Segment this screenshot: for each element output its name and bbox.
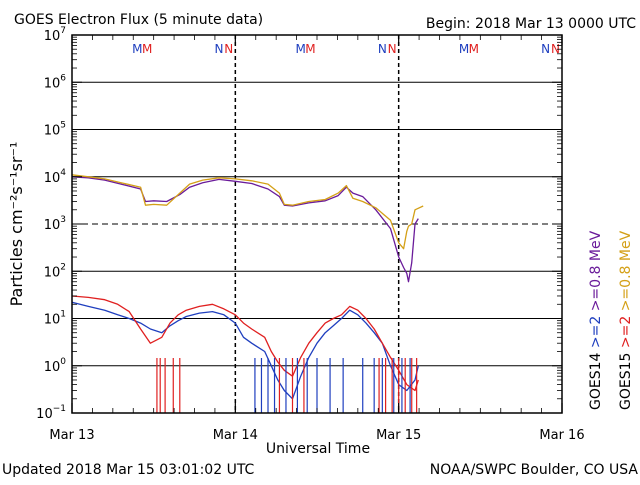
legend-entry: GOES15 >=2 >=0.8 MeV: [618, 230, 634, 410]
x-axis-label: Universal Time: [266, 441, 370, 457]
series-line: [71, 174, 424, 250]
legend-satellite: GOES15: [618, 348, 634, 410]
y-tick-exponent: 3: [60, 215, 66, 225]
y-tick-base: 10: [44, 218, 61, 233]
mn-marker: N: [551, 42, 560, 56]
legend-satellite: GOES14: [588, 348, 604, 410]
y-tick-label: 10−1: [36, 404, 66, 422]
y-tick-base: 10: [44, 124, 61, 139]
y-tick-base: 10: [44, 313, 61, 328]
x-tick-label: Mar 16: [539, 428, 584, 443]
legend-entry: GOES14 >=2 >=0.8 MeV: [588, 230, 604, 410]
y-tick-base: 10: [44, 76, 61, 91]
y-tick-exponent: 4: [60, 168, 66, 178]
y-tick-label: 107: [44, 26, 66, 44]
mn-marker: N: [388, 42, 397, 56]
mn-marker: N: [541, 42, 550, 56]
y-tick-base: 10: [44, 360, 61, 375]
y-tick-exponent: 5: [60, 121, 66, 131]
y-tick-label: 101: [44, 310, 66, 328]
mn-marker: M: [459, 42, 469, 56]
y-tick-label: 102: [44, 262, 66, 280]
mn-marker: N: [215, 42, 224, 56]
y-tick-base: 10: [36, 407, 53, 422]
series-layer: [71, 174, 424, 413]
y-tick-label: 104: [44, 168, 67, 186]
mn-marker: M: [132, 42, 142, 56]
updated-label: Updated 2018 Mar 15 03:01:02 UTC: [2, 462, 255, 478]
y-tick-exponent: 2: [60, 262, 66, 272]
y-tick-label: 105: [44, 121, 66, 139]
y-tick-base: 10: [44, 29, 61, 44]
y-axis-label: Particles cm⁻²s⁻¹sr⁻¹: [7, 142, 26, 307]
mn-marker: M: [305, 42, 315, 56]
x-tick-label: Mar 14: [213, 428, 258, 443]
mn-marker: N: [224, 42, 233, 56]
x-tick-label: Mar 15: [376, 428, 421, 443]
y-tick-base: 10: [44, 265, 61, 280]
mn-marker: M: [469, 42, 479, 56]
mn-marker: M: [142, 42, 152, 56]
y-tick-label: 100: [44, 357, 67, 375]
y-tick-exponent: −1: [53, 404, 66, 414]
credit-label: NOAA/SWPC Boulder, CO USA: [430, 462, 639, 478]
y-tick-base: 10: [44, 171, 61, 186]
begin-label: Begin: 2018 Mar 13 0000 UTC: [426, 16, 636, 32]
legend-label: >=0.8 MeV: [588, 230, 604, 311]
y-tick-exponent: 1: [60, 310, 66, 320]
chart-title: GOES Electron Flux (5 minute data): [14, 12, 263, 28]
legend-label: >=0.8 MeV: [618, 230, 634, 311]
grid-layer: [72, 35, 562, 413]
y-tick-label: 106: [44, 73, 67, 91]
y-tick-exponent: 0: [60, 357, 66, 367]
series-line: [71, 295, 419, 392]
series-line: [71, 176, 419, 283]
mn-marker: N: [378, 42, 387, 56]
y-tick-exponent: 7: [60, 26, 66, 36]
y-tick-label: 103: [44, 215, 66, 233]
legend-label: >=2: [618, 311, 634, 348]
y-tick-exponent: 6: [60, 73, 66, 83]
x-tick-label: Mar 13: [49, 428, 94, 443]
legend-label: >=2: [588, 311, 604, 348]
mn-marker: M: [295, 42, 305, 56]
